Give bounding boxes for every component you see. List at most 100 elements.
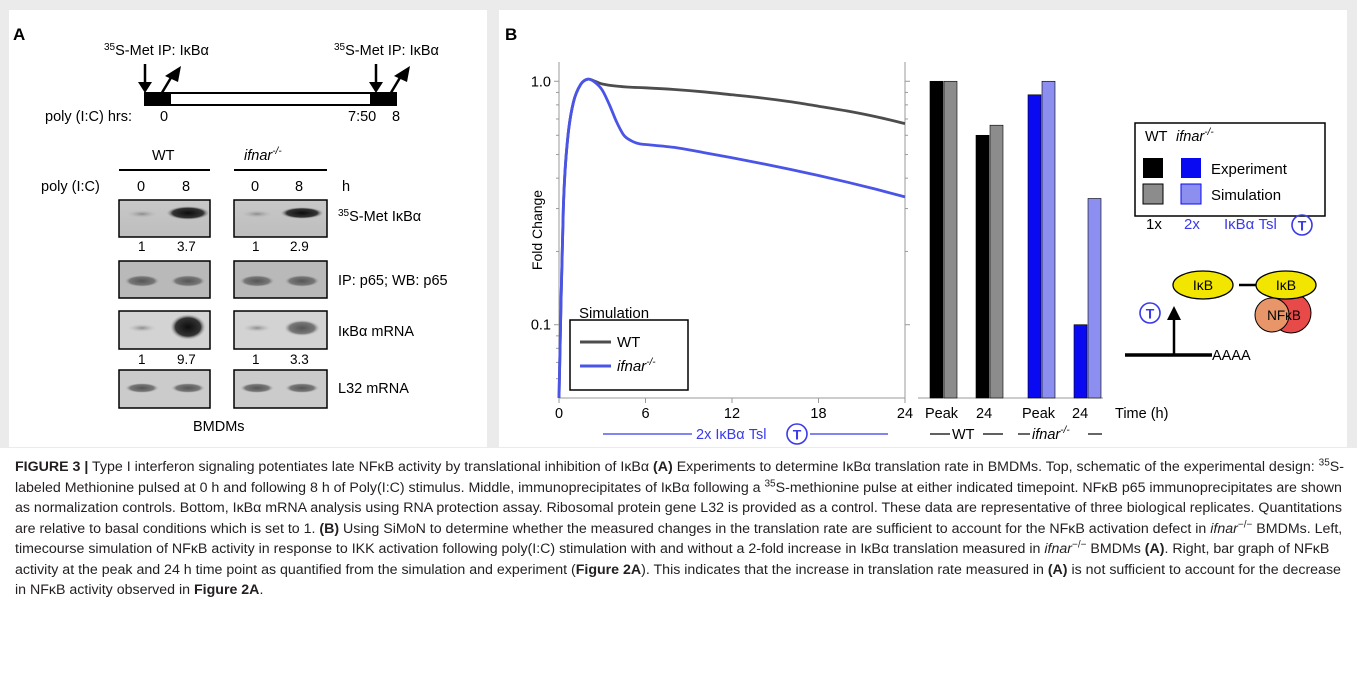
stim-row-label: poly (I:C) xyxy=(41,179,100,195)
ikb-free-label: IκB xyxy=(1193,277,1213,293)
key-ko-simulation-swatch xyxy=(1180,183,1202,205)
bar-simulation xyxy=(989,124,1004,399)
band xyxy=(128,324,156,332)
caption-ref-a: (A) xyxy=(1047,561,1068,578)
caption-text: . xyxy=(259,582,264,598)
pulse-sup-start: 35 xyxy=(104,42,116,53)
key-1x: 1x xyxy=(1146,216,1162,233)
ko-header: ifnar-/- xyxy=(244,146,282,164)
quant-ko-35s-0: 1 xyxy=(252,239,260,254)
bar-tick-peak-ko: Peak xyxy=(1022,406,1056,422)
key-tsl: IκBα Tsl xyxy=(1224,216,1277,233)
bmdms-label: BMDMs xyxy=(193,419,245,435)
key-t-circle-icon xyxy=(1291,214,1313,236)
line-chart: Fold Change 0 6 12 18 24 1.0 0.1 Simulation WT… xyxy=(529,62,913,445)
caption-text: Type I interferon signaling potentiates … xyxy=(88,459,654,475)
group-ko-main: ifnar xyxy=(1032,427,1061,443)
blot-label-35s-sup: 35 xyxy=(338,208,350,219)
blot-label-mrna: IκBα mRNA xyxy=(338,324,414,340)
band xyxy=(170,314,206,340)
quant-wt-35s-0: 1 xyxy=(138,239,146,254)
tsl-label: 2x IκBα Tsl xyxy=(696,427,766,443)
band xyxy=(240,383,274,393)
caption-text: Using SiMoN to determine whether the mea… xyxy=(339,520,1211,537)
band xyxy=(170,275,206,287)
band xyxy=(239,275,275,287)
bar-experiment xyxy=(1027,94,1042,399)
caption-text: ). This indicates that the increase in t… xyxy=(641,561,1048,578)
key-wt-simulation-swatch xyxy=(1142,183,1164,205)
x-tick-label: 12 xyxy=(724,406,740,422)
band xyxy=(171,383,205,393)
ikb-bound-label: IκB xyxy=(1276,277,1296,293)
caption-ko: ifnar xyxy=(1210,520,1238,537)
figure-caption: FIGURE 3 | Type I interferon signaling p… xyxy=(15,457,1345,601)
schematic-t-symbol: T xyxy=(1146,306,1155,322)
caption-figure-link[interactable]: Figure 2A xyxy=(575,561,642,578)
caption-text: S-labeled Methionine pulsed at 0 h and f… xyxy=(15,459,1344,496)
quant-ko-mrna-0: 1 xyxy=(252,352,260,367)
key-wt-experiment-swatch xyxy=(1143,158,1163,178)
y-axis-label: Fold Change xyxy=(529,190,545,270)
ko-lane-8: 8 xyxy=(295,179,303,195)
key-2x: 2x xyxy=(1184,216,1200,233)
caption-text: . Right, bar graph of NFκB activity at t… xyxy=(15,541,1330,578)
ko-header-sup: -/- xyxy=(272,146,282,157)
quant-wt-35s-8: 3.7 xyxy=(177,239,196,254)
timeline-label: poly (I:C) hrs: xyxy=(45,109,132,125)
group-ko-label: ifnar-/- xyxy=(1032,425,1070,443)
key-box xyxy=(1134,122,1326,217)
ikb-bound-shape xyxy=(1255,270,1317,300)
caption-sup: 35 xyxy=(764,477,776,489)
pulse-rest-end: S-Met IP: IκBα xyxy=(345,43,439,59)
group-wt-label: WT xyxy=(952,427,975,443)
quant-wt-mrna-0: 1 xyxy=(138,352,146,367)
caption-figure-link[interactable]: Figure 2A xyxy=(194,582,260,598)
panel-a-label: A xyxy=(13,25,25,44)
caption-ref-a: (A) xyxy=(1144,541,1165,557)
bar-tick-24-ko: 24 xyxy=(1072,406,1088,422)
caption-sup: 35 xyxy=(1318,457,1330,469)
timeline-schematic: 35S-Met IP: IκBα 35S-Met IP: IκBα poly (… xyxy=(45,42,439,125)
pulse-rest-start: S-Met IP: IκBα xyxy=(115,43,209,59)
caption-sup: −/− xyxy=(1237,518,1253,530)
wt-lane-0: 0 xyxy=(137,179,145,195)
bar-tick-peak-wt: Peak xyxy=(925,406,959,422)
band xyxy=(126,210,158,218)
caption-ko: ifnar xyxy=(1044,541,1072,557)
blot-label-35s-main: S-Met IκBα xyxy=(349,209,421,225)
blot-ko-35s xyxy=(233,199,328,238)
blot-wt-35s xyxy=(118,199,211,238)
translation-arrowhead xyxy=(1167,306,1181,320)
caption-ref-a: (A) xyxy=(653,459,673,475)
y-tick-label: 0.1 xyxy=(531,318,551,334)
bar-simulation xyxy=(1041,80,1056,399)
band xyxy=(284,320,320,336)
key-ko-main: ifnar xyxy=(1176,129,1205,145)
bar-simulation xyxy=(943,80,958,399)
ip-arrowhead-end xyxy=(394,66,410,82)
caption-ref-b: (B) xyxy=(319,520,340,537)
panel-b-label: B xyxy=(505,25,517,44)
x-axis-label: Time (h) xyxy=(1115,406,1168,422)
legend-ko-main: ifnar xyxy=(617,358,647,375)
legend-title: Simulation xyxy=(579,305,649,322)
schematic-t-circle-icon xyxy=(1139,302,1161,324)
x-tick-label: 24 xyxy=(897,406,913,422)
x-tick-label: 6 xyxy=(641,406,649,422)
band xyxy=(241,210,273,218)
caption-text: BMDMs. Left, timecourse simulation of NF… xyxy=(15,520,1343,558)
band xyxy=(285,383,319,393)
bar-experiment xyxy=(1073,324,1088,399)
key-ko: ifnar-/- xyxy=(1176,127,1214,145)
ikb-free-shape xyxy=(1172,270,1234,300)
time-8: 8 xyxy=(392,109,400,125)
caption-fig-label: FIGURE 3 | xyxy=(15,459,89,475)
pulse-arrowhead-end xyxy=(369,82,383,93)
quant-wt-mrna-8: 9.7 xyxy=(177,352,196,367)
x-tick-label: 18 xyxy=(810,406,826,422)
tsl-circle-icon xyxy=(786,423,808,445)
timeline-bar xyxy=(144,92,397,106)
color-key: WT ifnar-/- Experiment Simulation 1x 2x … xyxy=(1134,122,1326,236)
wt-header: WT xyxy=(152,148,175,164)
